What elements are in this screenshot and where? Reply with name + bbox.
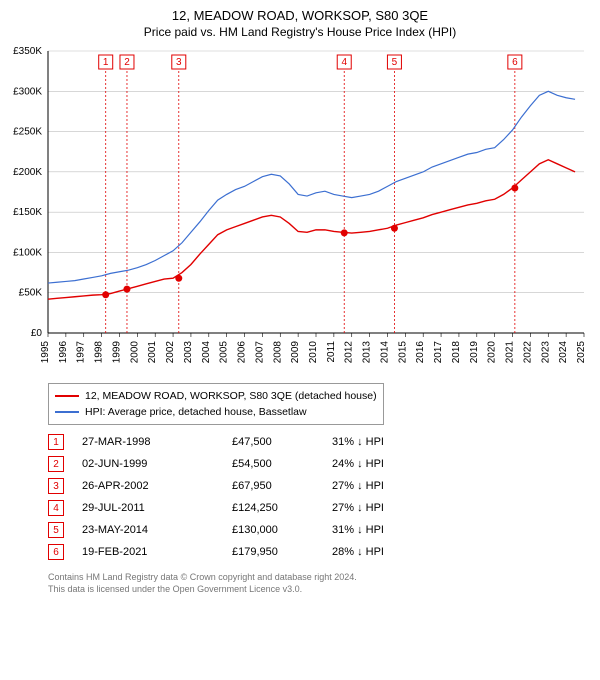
chart-container: 12, MEADOW ROAD, WORKSOP, S80 3QE Price … (0, 0, 600, 680)
tx-diff: 31% ↓ HPI (332, 524, 452, 536)
tx-price: £130,000 (232, 524, 332, 536)
tx-price: £124,250 (232, 502, 332, 514)
line-chart: £0£50K£100K£150K£200K£250K£300K£350K1995… (48, 45, 588, 375)
tx-price: £47,500 (232, 436, 332, 448)
y-tick-label: £0 (31, 328, 43, 339)
legend-label: 12, MEADOW ROAD, WORKSOP, S80 3QE (detac… (85, 388, 377, 404)
table-row: 5 23-MAY-2014£130,00031% ↓ HPI (48, 519, 600, 541)
marker-number: 6 (512, 57, 518, 68)
tx-date: 27-MAR-1998 (82, 436, 232, 448)
x-tick-label: 1998 (94, 341, 105, 364)
x-axis: 1995 1996 1997 1998 1999 2000 2001 2002 2003 2004… (40, 333, 587, 363)
page-subtitle: Price paid vs. HM Land Registry's House … (0, 23, 600, 45)
footer-line-1: Contains HM Land Registry data © Crown c… (48, 571, 600, 583)
footer-line-2: This data is licensed under the Open Gov… (48, 583, 600, 595)
tx-date: 19-FEB-2021 (82, 546, 232, 558)
marker-number: 5 (392, 57, 398, 68)
table-row: 1 27-MAR-1998£47,50031% ↓ HPI (48, 431, 600, 453)
page-title: 12, MEADOW ROAD, WORKSOP, S80 3QE (0, 0, 600, 23)
x-tick-label: 1996 (58, 341, 69, 364)
marker-number: 1 (103, 57, 109, 68)
tx-marker: 5 (48, 522, 64, 538)
x-tick-label: 2002 (165, 341, 176, 364)
chart-area: £0£50K£100K£150K£200K£250K£300K£350K1995… (48, 45, 588, 375)
x-tick-label: 1997 (76, 341, 87, 364)
x-tick-label: 2003 (183, 341, 194, 364)
tx-date: 29-JUL-2011 (82, 502, 232, 514)
y-tick-label: £100K (13, 247, 42, 258)
x-tick-label: 1999 (111, 341, 122, 364)
marker-number: 2 (124, 57, 130, 68)
x-tick-label: 2021 (505, 341, 516, 364)
marker-number: 3 (176, 57, 182, 68)
marker-dot (123, 286, 130, 293)
x-tick-label: 2004 (201, 341, 212, 364)
table-row: 3 26-APR-2002£67,95027% ↓ HPI (48, 475, 600, 497)
y-tick-label: £350K (13, 46, 42, 57)
tx-date: 26-APR-2002 (82, 480, 232, 492)
tx-diff: 31% ↓ HPI (332, 436, 452, 448)
marker-number: 4 (341, 57, 347, 68)
y-tick-label: £300K (13, 86, 42, 97)
tx-price: £54,500 (232, 458, 332, 470)
tx-diff: 28% ↓ HPI (332, 546, 452, 558)
marker-dot (391, 225, 398, 232)
x-tick-label: 2009 (290, 341, 301, 364)
transactions-table: 127-MAR-1998£47,50031% ↓ HPI202-JUN-1999… (48, 431, 600, 563)
x-tick-label: 2000 (129, 341, 140, 364)
tx-diff: 24% ↓ HPI (332, 458, 452, 470)
tx-marker: 6 (48, 544, 64, 560)
tx-price: £179,950 (232, 546, 332, 558)
tx-price: £67,950 (232, 480, 332, 492)
x-tick-label: 2020 (487, 341, 498, 364)
table-row: 4 29-JUL-2011£124,25027% ↓ HPI (48, 497, 600, 519)
x-tick-label: 2011 (326, 341, 337, 363)
tx-diff: 27% ↓ HPI (332, 502, 452, 514)
legend-swatch (55, 411, 79, 413)
legend-swatch (55, 395, 79, 397)
legend-row: 12, MEADOW ROAD, WORKSOP, S80 3QE (detac… (55, 388, 377, 404)
marker-dot (175, 275, 182, 282)
x-tick-label: 2022 (522, 341, 533, 364)
marker-dot (341, 229, 348, 236)
tx-marker: 1 (48, 434, 64, 450)
x-tick-label: 2017 (433, 341, 444, 364)
marker-dot (102, 291, 109, 298)
table-row: 6 19-FEB-2021£179,95028% ↓ HPI (48, 541, 600, 563)
x-tick-label: 2018 (451, 341, 462, 364)
legend: 12, MEADOW ROAD, WORKSOP, S80 3QE (detac… (48, 383, 384, 425)
tx-marker: 2 (48, 456, 64, 472)
x-tick-label: 2012 (344, 341, 355, 364)
table-row: 2 02-JUN-1999£54,50024% ↓ HPI (48, 453, 600, 475)
x-tick-label: 2024 (558, 341, 569, 364)
tx-marker: 3 (48, 478, 64, 494)
x-tick-label: 2025 (576, 341, 587, 364)
tx-date: 02-JUN-1999 (82, 458, 232, 470)
x-tick-label: 2015 (397, 341, 408, 364)
x-tick-label: 2006 (237, 341, 248, 364)
x-tick-label: 2023 (540, 341, 551, 364)
x-tick-label: 2013 (362, 341, 373, 364)
x-tick-label: 2016 (415, 341, 426, 364)
x-tick-label: 2014 (379, 341, 390, 364)
x-tick-label: 2010 (308, 341, 319, 364)
y-tick-label: £200K (13, 167, 42, 178)
legend-row: HPI: Average price, detached house, Bass… (55, 404, 377, 420)
tx-date: 23-MAY-2014 (82, 524, 232, 536)
x-tick-label: 2005 (219, 341, 230, 364)
marker-dot (511, 185, 518, 192)
y-tick-label: £150K (13, 207, 42, 218)
tx-marker: 4 (48, 500, 64, 516)
footer-attribution: Contains HM Land Registry data © Crown c… (48, 571, 600, 595)
x-tick-label: 1995 (40, 341, 51, 364)
x-tick-label: 2001 (147, 341, 158, 364)
x-tick-label: 2008 (272, 341, 283, 364)
tx-diff: 27% ↓ HPI (332, 480, 452, 492)
y-tick-label: £50K (19, 288, 43, 299)
legend-label: HPI: Average price, detached house, Bass… (85, 404, 307, 420)
y-tick-label: £250K (13, 127, 42, 138)
x-tick-label: 2007 (254, 341, 265, 364)
x-tick-label: 2019 (469, 341, 480, 364)
